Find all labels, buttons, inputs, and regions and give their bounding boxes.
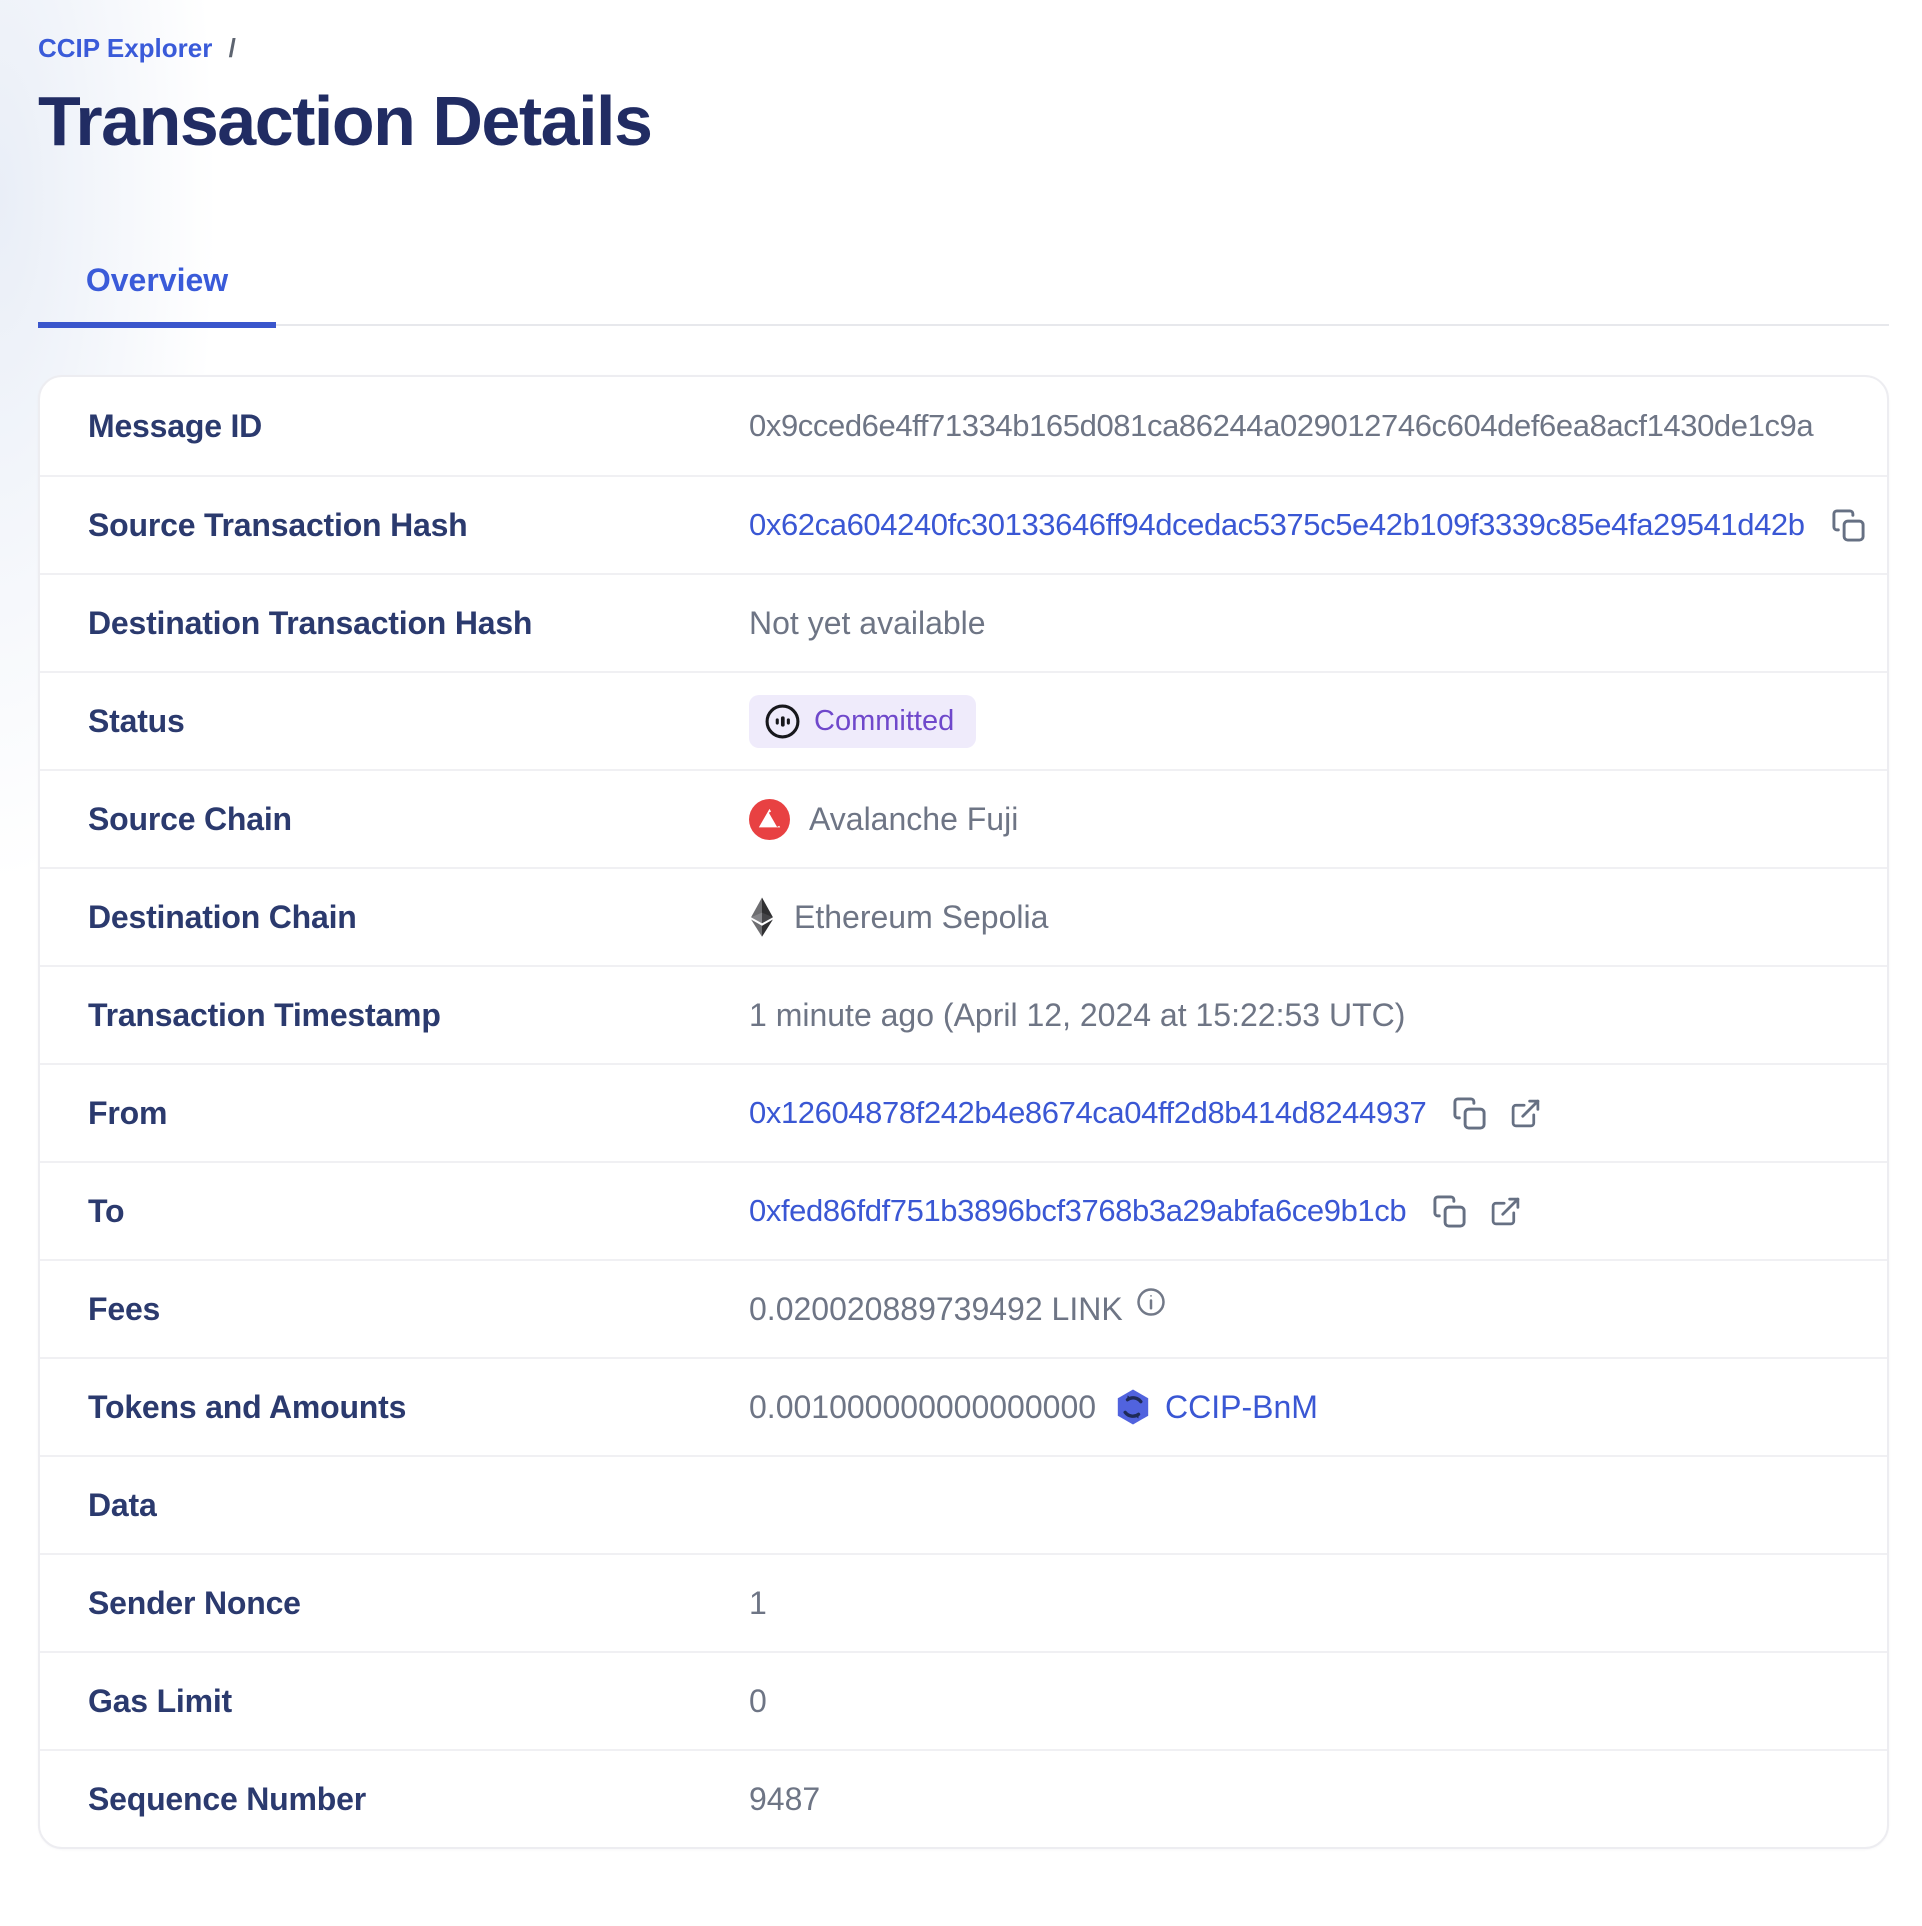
row-label: Status: [88, 702, 185, 739]
source-chain-name: Avalanche Fuji: [809, 800, 1019, 837]
row-label: From: [88, 1094, 168, 1131]
destination-tx-hash-value: Not yet available: [749, 604, 986, 641]
table-row-message-id: Message ID 0x9cced6e4ff71334b165d081ca86…: [40, 377, 1887, 475]
from-address-link[interactable]: 0x12604878f242b4e8674ca04ff2d8b414d82449…: [749, 1095, 1427, 1130]
status-badge-label: Committed: [814, 704, 955, 737]
table-row-source-chain: Source Chain Avalanche Fuji: [40, 769, 1887, 867]
table-row-data: Data: [40, 1455, 1887, 1553]
status-badge: Committed: [749, 694, 977, 748]
table-row-sequence-number: Sequence Number 9487: [40, 1749, 1887, 1847]
row-label: Tokens and Amounts: [88, 1388, 407, 1425]
fees-value: 0.020020889739492 LINK: [749, 1290, 1123, 1327]
table-row-source-tx-hash: Source Transaction Hash 0x62ca604240fc30…: [40, 475, 1887, 573]
table-row-sender-nonce: Sender Nonce 1: [40, 1553, 1887, 1651]
ethereum-icon: [749, 896, 775, 938]
to-address-link[interactable]: 0xfed86fdf751b3896bcf3768b3a29abfa6ce9b1…: [749, 1193, 1407, 1228]
row-label: Source Chain: [88, 800, 292, 837]
token-amount: 0.001000000000000000: [749, 1388, 1097, 1425]
row-label: Transaction Timestamp: [88, 996, 441, 1033]
row-label: To: [88, 1192, 125, 1229]
row-label: Sequence Number: [88, 1780, 366, 1817]
table-row-destination-tx-hash: Destination Transaction Hash Not yet ava…: [40, 573, 1887, 671]
table-row-from: From 0x12604878f242b4e8674ca04ff2d8b414d…: [40, 1063, 1887, 1161]
breadcrumb-separator: /: [228, 33, 236, 63]
timestamp-value: 1 minute ago (April 12, 2024 at 15:22:53…: [749, 996, 1406, 1033]
gas-limit-value: 0: [749, 1682, 767, 1719]
row-label: Data: [88, 1486, 157, 1523]
avalanche-icon: [749, 798, 790, 840]
copy-icon[interactable]: [1831, 508, 1866, 543]
row-label: Fees: [88, 1290, 161, 1327]
row-label: Gas Limit: [88, 1682, 233, 1719]
breadcrumb: CCIP Explorer /: [38, 31, 1889, 65]
ccip-bnm-token-icon: [1113, 1387, 1153, 1427]
token-link-ccip-bnm[interactable]: CCIP-BnM: [1165, 1388, 1318, 1425]
table-row-fees: Fees 0.020020889739492 LINK: [40, 1259, 1887, 1357]
sequence-number-value: 9487: [749, 1780, 821, 1817]
row-label: Source Transaction Hash: [88, 506, 468, 543]
table-row-destination-chain: Destination Chain Ethereum Sepolia: [40, 867, 1887, 965]
info-icon[interactable]: [1136, 1287, 1166, 1317]
message-id-value: 0x9cced6e4ff71334b165d081ca86244a0290127…: [749, 408, 1814, 443]
table-row-to: To 0xfed86fdf751b3896bcf3768b3a29abfa6ce…: [40, 1161, 1887, 1259]
page-title: Transaction Details: [38, 82, 653, 160]
copy-icon[interactable]: [1432, 1194, 1467, 1229]
row-label: Destination Transaction Hash: [88, 604, 533, 641]
row-label: Message ID: [88, 407, 263, 444]
sender-nonce-value: 1: [749, 1584, 767, 1621]
table-row-status: Status Committed: [40, 671, 1887, 769]
table-row-gas-limit: Gas Limit 0: [40, 1651, 1887, 1749]
transaction-details-page: CCIP Explorer / Transaction Details Over…: [38, 31, 1889, 1849]
external-link-icon[interactable]: [1509, 1097, 1542, 1130]
table-row-tokens-and-amounts: Tokens and Amounts 0.001000000000000000 …: [40, 1357, 1887, 1455]
external-link-icon[interactable]: [1489, 1195, 1522, 1228]
tab-bar: Overview: [38, 258, 1889, 328]
breadcrumb-link-ccip-explorer[interactable]: CCIP Explorer: [38, 33, 213, 63]
source-tx-hash-link[interactable]: 0x62ca604240fc30133646ff94dcedac5375c5e4…: [749, 507, 1805, 542]
table-row-timestamp: Transaction Timestamp 1 minute ago (Apri…: [40, 965, 1887, 1063]
external-link-icon[interactable]: [1888, 509, 1889, 542]
tab-overview[interactable]: Overview: [38, 258, 276, 328]
destination-chain-name: Ethereum Sepolia: [794, 898, 1049, 935]
row-label: Sender Nonce: [88, 1584, 301, 1621]
commit-status-icon: [764, 703, 801, 740]
details-card: Message ID 0x9cced6e4ff71334b165d081ca86…: [38, 375, 1889, 1849]
copy-icon[interactable]: [1452, 1096, 1487, 1131]
row-label: Destination Chain: [88, 898, 357, 935]
